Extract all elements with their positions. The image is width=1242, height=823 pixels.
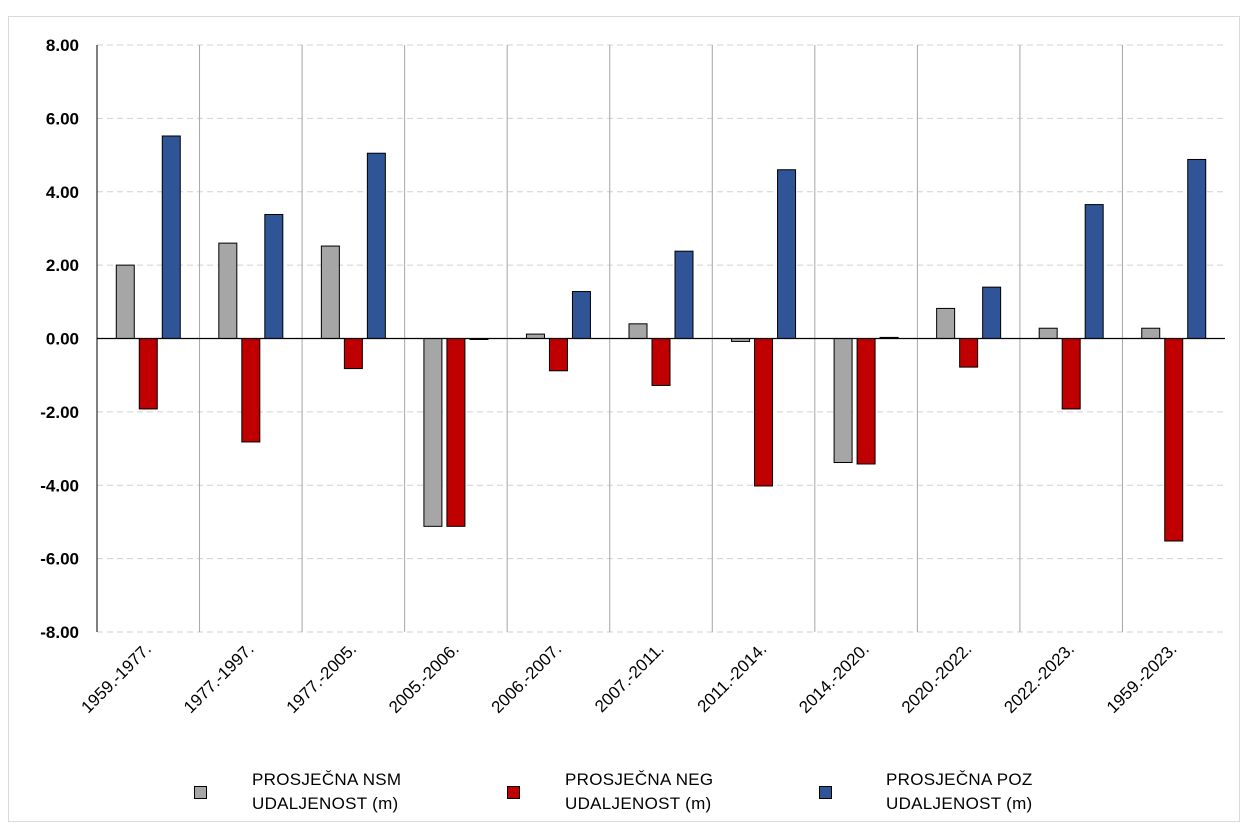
bar-poz (674, 250, 694, 339)
y-tick-label: 0.00 (46, 330, 79, 349)
bar-poz (777, 169, 797, 339)
y-tick-label: 4.00 (46, 183, 79, 202)
x-tick-label: 1977.-2005. (283, 639, 361, 717)
x-tick-label: 1959.-1977. (77, 639, 155, 717)
bar-neg (1164, 338, 1184, 542)
legend-label-nsm: PROSJEČNA NSM UDALJENOST (m) (252, 770, 402, 813)
legend: PROSJEČNA NSM UDALJENOST (m) PROSJEČNA N… (0, 766, 1242, 823)
bar-nsm (833, 338, 853, 464)
bar-neg (1061, 338, 1081, 410)
legend-label-neg: PROSJEČNA NEG UDALJENOST (m) (565, 770, 714, 813)
x-tick-label: 2022.-2023. (1000, 639, 1078, 717)
x-tick-label: 2014.-2020. (795, 639, 873, 717)
x-tick-label: 2005.-2006. (385, 639, 463, 717)
y-tick-label: -8.00 (40, 623, 79, 642)
bar-nsm (525, 333, 545, 340)
x-tick-label: 1959.-2023. (1103, 639, 1181, 717)
bar-nsm (320, 245, 340, 339)
bar-neg (754, 338, 774, 487)
legend-swatch-nsm (194, 786, 207, 799)
chart-frame (8, 16, 1240, 822)
bar-neg (446, 338, 466, 527)
y-tick-label: 8.00 (46, 36, 79, 55)
bar-nsm (218, 242, 238, 339)
y-tick-label: -2.00 (40, 403, 79, 422)
x-tick-label: 1977.-1997. (180, 639, 258, 717)
bar-poz (366, 152, 386, 339)
y-tick-label: 2.00 (46, 256, 79, 275)
bar-poz (982, 286, 1002, 340)
bar-nsm (936, 307, 956, 340)
bar-nsm (115, 264, 135, 339)
bar-neg (138, 338, 158, 410)
bar-neg (343, 338, 363, 370)
bar-poz (1084, 204, 1104, 339)
legend-swatch-neg (507, 786, 520, 799)
bar-poz (1187, 158, 1207, 339)
x-tick-label: 2011.-2014. (694, 639, 771, 716)
bar-neg (856, 338, 876, 465)
bar-poz (571, 291, 591, 340)
bar-poz (161, 135, 181, 339)
legend-swatch-poz (819, 786, 832, 799)
bar-nsm (628, 323, 648, 340)
bar-neg (959, 338, 979, 368)
bar-nsm (1141, 327, 1161, 340)
bar-neg (548, 338, 568, 372)
y-tick-label: -4.00 (40, 476, 79, 495)
bar-neg (241, 338, 261, 443)
x-tick-label: 2020.-2022. (898, 639, 976, 717)
bar-chart: 8.00 6.00 4.00 2.00 0.00 -2.00 -4.00 -6.00 -8.00… (40, 36, 1225, 717)
y-tick-label: 6.00 (46, 109, 79, 128)
legend-label-poz: PROSJEČNA POZ UDALJENOST (m) (886, 770, 1033, 813)
y-tick-label: -6.00 (40, 550, 79, 569)
x-tick-label: 2006.-2007. (488, 639, 566, 717)
bar-nsm (423, 338, 443, 527)
bar-neg (651, 338, 671, 386)
x-tick-label: 2007.-2011. (591, 639, 668, 716)
bar-poz (264, 213, 284, 339)
bar-nsm (1038, 327, 1058, 340)
